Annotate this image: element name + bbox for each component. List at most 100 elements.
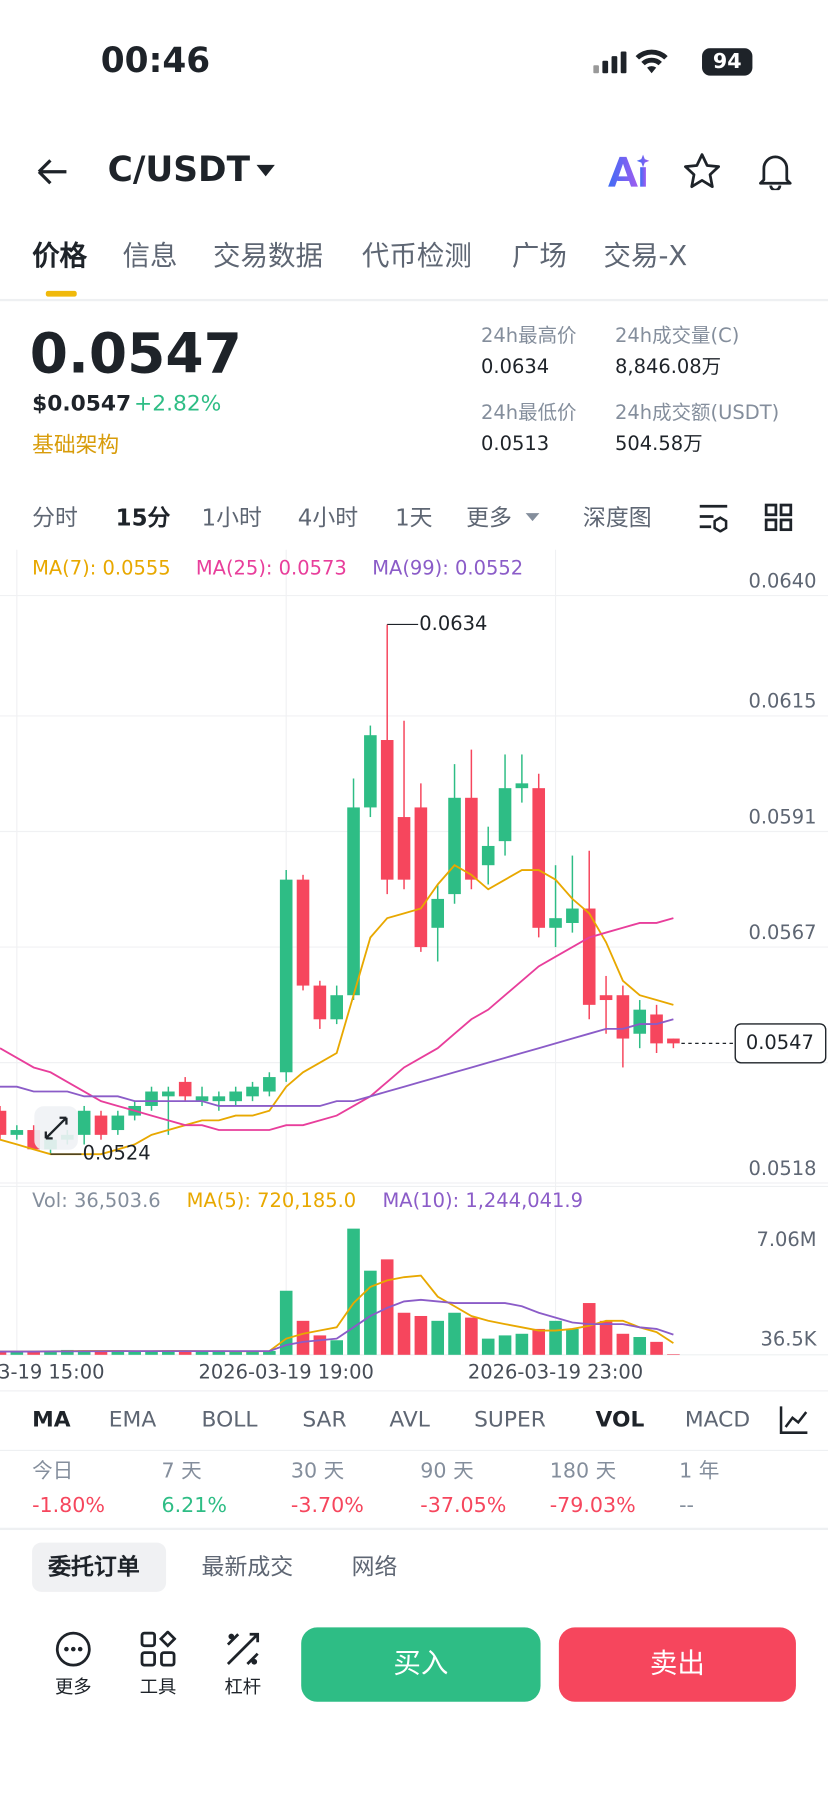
candle-body — [380, 740, 394, 880]
candle-body — [566, 908, 579, 923]
candle-body — [0, 1110, 7, 1135]
chart-settings-button[interactable] — [697, 503, 729, 533]
tab[interactable]: 交易-X — [603, 240, 688, 273]
candle-body — [246, 1086, 259, 1097]
tab[interactable]: 广场 — [511, 240, 567, 273]
back-button[interactable] — [34, 156, 71, 188]
order-tab[interactable]: 委托订单 — [48, 1552, 140, 1581]
indicator-settings-button[interactable] — [778, 1404, 810, 1436]
pair-caret[interactable] — [254, 163, 277, 179]
indicator-tab[interactable]: MA — [32, 1407, 71, 1433]
volume-ma-line — [0, 1298, 674, 1353]
tool-label[interactable]: 工具 — [139, 1675, 177, 1698]
ai-icon[interactable] — [605, 151, 651, 190]
pair-title[interactable]: C/USDT — [107, 150, 251, 191]
indicator-tab[interactable]: EMA — [108, 1407, 157, 1433]
period-change: -79.03% — [549, 1493, 636, 1518]
volume-bar — [599, 1320, 613, 1355]
interval[interactable]: 4小时 — [297, 503, 359, 532]
stat-value: 8,846.08万 — [614, 355, 722, 379]
indicator-tab[interactable]: AVL — [389, 1407, 430, 1433]
volume-bar — [145, 1350, 158, 1355]
candle-body — [94, 1115, 108, 1135]
layout-button[interactable] — [764, 503, 794, 533]
candle-body — [178, 1081, 192, 1097]
divider — [0, 298, 828, 302]
order-tab[interactable]: 最新成交 — [201, 1552, 294, 1581]
interval[interactable]: 分时 — [32, 503, 78, 532]
x-tick-label: 2026-03-19 15:00 — [0, 1361, 104, 1384]
candle-body — [330, 995, 343, 1020]
candle-body — [549, 918, 562, 928]
candle-body — [465, 797, 478, 880]
stat-label: 24h成交额(USDT) — [614, 401, 780, 425]
volume-ma-legend: MA(10): 1,244,041.9 — [382, 1189, 584, 1213]
candle-body — [397, 817, 411, 880]
volume-bar — [313, 1335, 327, 1355]
volume-bar — [212, 1351, 226, 1355]
period-change: -3.70% — [290, 1493, 364, 1518]
candle-body — [498, 788, 512, 842]
candle-body — [582, 908, 596, 1005]
alert-button[interactable] — [757, 151, 794, 191]
tab[interactable]: 信息 — [122, 240, 178, 273]
interval[interactable]: 更多 — [466, 503, 512, 532]
candle-body — [313, 985, 327, 1020]
more-icon[interactable] — [55, 1631, 92, 1668]
volume-bar — [347, 1228, 360, 1355]
indicator-tab[interactable]: MACD — [684, 1407, 751, 1433]
buy-label[interactable]: 买入 — [393, 1647, 449, 1680]
candle-body — [195, 1096, 209, 1102]
tab[interactable]: 交易数据 — [213, 240, 323, 273]
favorite-button[interactable] — [683, 152, 722, 189]
order-tab[interactable]: 网络 — [351, 1552, 398, 1581]
indicator-tab[interactable]: SUPER — [474, 1407, 546, 1433]
tools-icon[interactable] — [140, 1630, 177, 1668]
volume-tick-label: 7.06M — [756, 1228, 816, 1251]
volume-bar — [279, 1290, 293, 1355]
sell-label[interactable]: 卖出 — [649, 1647, 705, 1680]
tab-indicator — [45, 290, 77, 297]
interval[interactable]: 深度图 — [582, 503, 652, 532]
stat-label: 24h最高价 — [480, 325, 577, 348]
indicator-tab[interactable]: BOLL — [201, 1407, 258, 1433]
category-tag[interactable]: 基础架构 — [32, 432, 120, 458]
ma-line — [0, 864, 674, 1156]
divider — [0, 1390, 828, 1392]
volume-bar — [650, 1341, 663, 1355]
candle-body — [279, 879, 293, 1073]
interval[interactable]: 1天 — [395, 503, 433, 532]
tool-label[interactable]: 更多 — [54, 1675, 92, 1698]
candle-body — [212, 1096, 226, 1102]
leverage-icon[interactable] — [224, 1631, 261, 1668]
sell-button[interactable] — [558, 1627, 796, 1702]
candle-body — [650, 1014, 663, 1044]
indicator-tab[interactable]: SAR — [302, 1407, 347, 1433]
volume-bar — [448, 1312, 461, 1355]
volume-bar — [61, 1349, 74, 1355]
last-price-label: 0.0547 — [746, 1031, 814, 1054]
ma-legend: MA(99): 0.0552 — [372, 557, 524, 581]
indicator-tab[interactable]: VOL — [595, 1407, 645, 1433]
volume-bar — [532, 1328, 546, 1355]
x-tick-label: 2026-03-19 19:00 — [199, 1361, 374, 1384]
volume-bar — [566, 1328, 579, 1355]
divider — [0, 1527, 828, 1531]
stat-value: 0.0634 — [480, 355, 550, 379]
interval[interactable]: 15分 — [115, 503, 171, 532]
period-change: -- — [679, 1493, 695, 1518]
interval[interactable]: 1小时 — [201, 503, 262, 532]
expand-button[interactable] — [34, 1106, 78, 1150]
last-price: 0.0547 — [29, 322, 242, 387]
candle-body — [77, 1110, 91, 1135]
tab[interactable]: 价格 — [32, 240, 88, 273]
tab[interactable]: 代币检测 — [361, 240, 472, 273]
buy-button[interactable] — [301, 1627, 541, 1702]
volume-bar — [195, 1351, 209, 1355]
tool-label[interactable]: 杠杆 — [224, 1675, 262, 1698]
volume-bar — [246, 1350, 259, 1355]
candle-body — [515, 783, 529, 789]
more-caret[interactable] — [525, 512, 541, 523]
volume-bar — [27, 1351, 40, 1355]
